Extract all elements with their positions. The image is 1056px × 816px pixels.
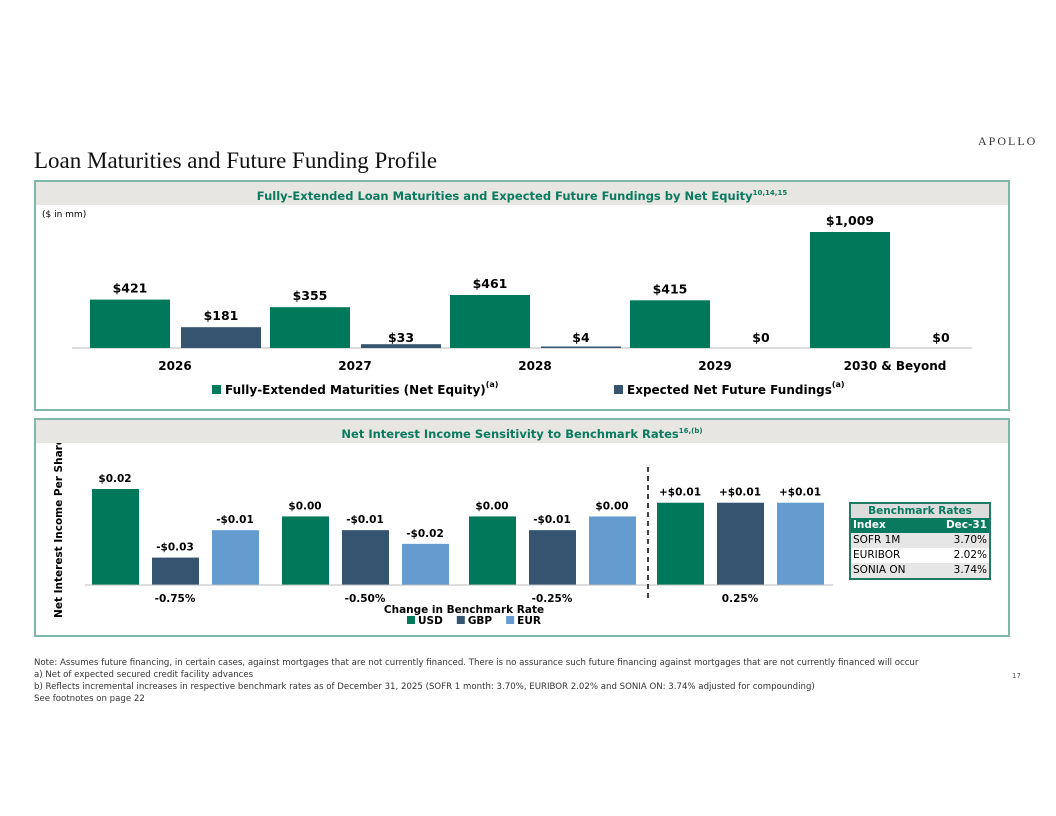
data-label: $421 xyxy=(113,281,148,296)
page-title: Loan Maturities and Future Funding Profi… xyxy=(34,148,438,173)
header-date: Dec-31 xyxy=(945,519,987,531)
legend-label: Expected Net Future Fundings xyxy=(627,383,832,397)
data-label: $33 xyxy=(388,330,414,345)
cell: SOFR 1M xyxy=(853,534,901,546)
x-axis-title: Change in Benchmark Rate xyxy=(384,604,544,616)
data-label: +$0.01 xyxy=(659,487,701,499)
data-label: +$0.01 xyxy=(719,487,761,499)
data-label: $0.00 xyxy=(595,500,628,512)
data-label: $0.02 xyxy=(98,473,131,485)
chart2-title: Net Interest Income Sensitivity to Bench… xyxy=(36,420,1008,443)
bar-gbp xyxy=(342,530,389,585)
category-label: 2026 xyxy=(158,359,191,373)
data-label: +$0.01 xyxy=(779,487,821,499)
bar-eur xyxy=(402,543,449,585)
bar-maturities xyxy=(810,232,890,348)
data-label: -$0.01 xyxy=(216,514,254,526)
bar-maturities xyxy=(90,299,170,348)
category-label: 2028 xyxy=(518,359,551,373)
note: b) Reflects incremental increases in res… xyxy=(34,682,815,692)
legend-label: EUR xyxy=(517,615,541,627)
category-label: 2027 xyxy=(338,359,371,373)
category-label: -0.50% xyxy=(345,593,386,605)
benchmark-table-title: Benchmark Rates xyxy=(851,504,989,518)
legend-label: USD xyxy=(418,615,443,627)
chart1-title: Fully-Extended Loan Maturities and Expec… xyxy=(36,182,1008,205)
loan-maturities-panel: Fully-Extended Loan Maturities and Expec… xyxy=(34,180,1010,411)
data-label: $461 xyxy=(473,276,508,291)
data-label: $181 xyxy=(204,308,239,323)
data-label: $0 xyxy=(752,330,770,345)
bar-maturities xyxy=(630,300,710,348)
bar-usd xyxy=(657,502,704,585)
chart1-title-text: Fully-Extended Loan Maturities and Expec… xyxy=(256,188,753,203)
data-label: -$0.03 xyxy=(156,542,194,554)
data-label: -$0.01 xyxy=(346,514,384,526)
bar-future-fundings xyxy=(541,346,621,348)
data-label: $415 xyxy=(653,281,688,296)
note: See footnotes on page 22 xyxy=(34,694,145,704)
chart2-title-text: Net Interest Income Sensitivity to Bench… xyxy=(341,426,679,441)
apollo-logo: APOLLO xyxy=(978,134,1038,148)
legend-swatch xyxy=(456,616,465,624)
legend-label: Fully-Extended Maturities (Net Equity) xyxy=(225,383,486,397)
bar-usd xyxy=(469,516,516,585)
bar-future-fundings xyxy=(361,344,441,348)
data-label: $0.00 xyxy=(475,500,508,512)
bar-gbp xyxy=(152,557,199,585)
note: a) Net of expected secured credit facili… xyxy=(34,670,254,680)
chart2-svg: $0.02 -$0.03 -$0.01 -0.75% $0.00 -$0.01 -$0.02… xyxy=(53,443,833,627)
page-number: 17 xyxy=(1012,672,1021,680)
table-row: SONIA ON 3.74% xyxy=(851,563,989,578)
category-label: 2030 & Beyond xyxy=(844,359,947,373)
data-label: $1,009 xyxy=(826,213,874,228)
bar-maturities xyxy=(450,295,530,348)
bar-eur xyxy=(589,516,636,585)
category-label: 0.25% xyxy=(722,593,759,605)
category-label: -0.25% xyxy=(532,593,573,605)
data-label: $0.00 xyxy=(288,500,321,512)
table-row: EURIBOR 2.02% xyxy=(851,548,989,563)
data-label: $355 xyxy=(293,288,328,303)
cell: EURIBOR xyxy=(853,549,901,561)
bar-future-fundings xyxy=(181,327,261,348)
bar-gbp xyxy=(529,530,576,585)
units-label: ($ in mm) xyxy=(42,210,86,220)
cell: 2.02% xyxy=(953,549,987,561)
legend-sup: (a) xyxy=(486,380,499,389)
legend-swatch xyxy=(506,616,515,624)
legend-label: GBP xyxy=(468,615,493,627)
chart2-title-sup: 16,(b) xyxy=(678,427,703,435)
legend-swatch xyxy=(614,385,623,394)
legend-swatch xyxy=(407,616,415,624)
y-axis-title: Net Interest Income Per Share xyxy=(53,443,65,618)
benchmark-table-header: Index Dec-31 xyxy=(851,518,989,533)
data-label: $4 xyxy=(572,330,590,345)
bar-usd xyxy=(282,516,329,585)
bar-maturities xyxy=(270,307,350,348)
bar-usd xyxy=(92,489,139,585)
cell: 3.74% xyxy=(953,564,987,576)
category-label: 2029 xyxy=(698,359,731,373)
chart1-svg: ($ in mm) $421 $181 2026 $355 $33 2027 $461 $4 20… xyxy=(42,210,972,397)
data-label: $0 xyxy=(932,330,950,345)
note: Note: Assumes future financing, in certa… xyxy=(34,658,919,668)
footnotes: Note: Assumes future financing, in certa… xyxy=(34,657,918,705)
data-label: -$0.02 xyxy=(406,528,444,540)
bar-eur xyxy=(777,502,824,585)
legend-sup: (a) xyxy=(832,380,845,389)
cell: SONIA ON xyxy=(853,564,906,576)
data-label: -$0.01 xyxy=(533,514,571,526)
cell: 3.70% xyxy=(953,534,987,546)
benchmark-rates-table: Benchmark Rates Index Dec-31 SOFR 1M 3.70%… xyxy=(849,502,991,580)
chart1-title-sup: 10,14,15 xyxy=(752,189,788,197)
legend-swatch xyxy=(212,385,221,394)
table-row: SOFR 1M 3.70% xyxy=(851,533,989,548)
header-index: Index xyxy=(853,519,886,531)
bar-gbp xyxy=(717,502,764,585)
bar-eur xyxy=(212,530,259,585)
category-label: -0.75% xyxy=(155,593,196,605)
nii-sensitivity-panel: Net Interest Income Sensitivity to Bench… xyxy=(34,418,1010,637)
